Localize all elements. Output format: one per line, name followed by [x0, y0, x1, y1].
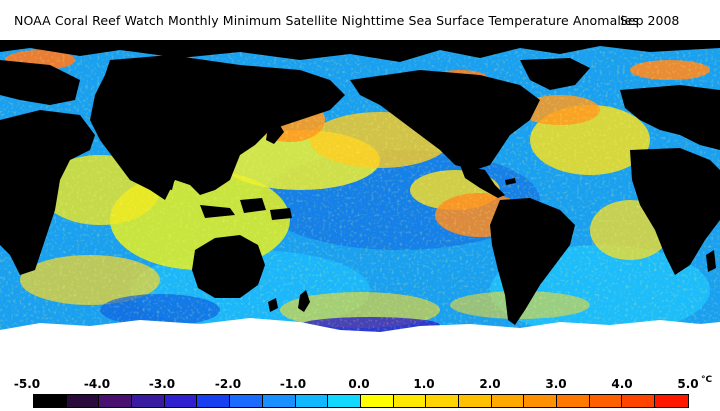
legend-tick: -3.0	[148, 377, 176, 391]
land	[0, 40, 720, 325]
legend-swatch	[328, 395, 361, 407]
legend-unit: °C	[701, 375, 713, 385]
legend-swatch	[230, 395, 263, 407]
legend-swatch	[164, 395, 198, 407]
legend-tick: 3.0	[545, 377, 567, 391]
legend-tick: 5.0	[677, 377, 699, 391]
legend-swatch	[589, 395, 623, 407]
legend-tick: -2.0	[214, 377, 242, 391]
legend-swatch	[557, 395, 590, 407]
legend-swatch	[426, 395, 459, 407]
map-date: Sep 2008	[620, 13, 680, 28]
legend-tick: -1.0	[279, 377, 307, 391]
sst-anomaly-map	[0, 40, 720, 370]
legend-swatch	[622, 395, 656, 407]
legend-swatch	[491, 395, 525, 407]
legend: -5.0 -4.0 -3.0 -2.0 -1.0 0.0 1.0 2.0 3.0…	[0, 370, 720, 411]
legend-swatch	[262, 395, 296, 407]
legend-swatch	[655, 395, 688, 407]
legend-tick: 0.0	[348, 377, 370, 391]
legend-tick: 2.0	[479, 377, 501, 391]
legend-colorbar	[33, 394, 689, 408]
legend-swatch	[393, 395, 427, 407]
legend-swatch	[197, 395, 231, 407]
legend-swatch	[34, 395, 67, 407]
legend-swatch	[458, 395, 492, 407]
legend-swatch	[99, 395, 133, 407]
legend-tick: -4.0	[83, 377, 111, 391]
legend-swatch	[66, 395, 100, 407]
legend-swatch	[295, 395, 329, 407]
title-bar: NOAA Coral Reef Watch Monthly Minimum Sa…	[0, 0, 720, 40]
legend-swatch	[360, 395, 394, 407]
map-title: NOAA Coral Reef Watch Monthly Minimum Sa…	[14, 13, 639, 28]
legend-swatch	[132, 395, 165, 407]
antarctica	[0, 355, 720, 370]
legend-swatch	[524, 395, 557, 407]
legend-tick: -5.0	[13, 377, 41, 391]
legend-tick: 1.0	[413, 377, 435, 391]
legend-tick: 4.0	[611, 377, 633, 391]
